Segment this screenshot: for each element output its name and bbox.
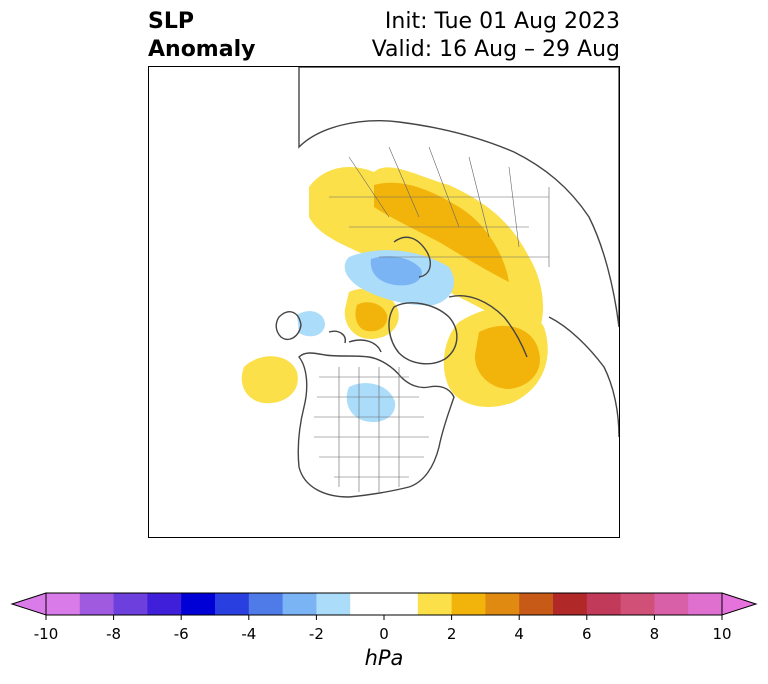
colorbar-tick-label: -10 — [33, 625, 59, 643]
colorbar-tick-label: 2 — [446, 625, 457, 643]
colorbar-cell — [586, 593, 622, 615]
anomaly-positive-core — [355, 302, 388, 332]
scandinavia-outline — [393, 236, 431, 278]
colorbar-tick-label: -8 — [106, 625, 122, 643]
political-borders — [314, 146, 550, 492]
map-title: SLP Anomaly — [148, 8, 255, 64]
anomaly-positive-region — [309, 167, 544, 342]
colorbar-cell — [350, 593, 385, 615]
greenland-outline — [388, 302, 458, 365]
colorbar-cell — [485, 593, 520, 615]
colorbar-cell — [417, 593, 453, 615]
colorbar-cell — [113, 593, 148, 615]
colorbar-cell — [282, 593, 317, 615]
colorbar — [10, 592, 758, 620]
slp-anomaly-map — [241, 67, 619, 498]
anomaly-fills — [241, 167, 548, 423]
colorbar-tick-label: -4 — [241, 625, 257, 643]
colorbar-cell — [384, 593, 419, 615]
arctic-islands-outline — [328, 330, 382, 353]
valid-range: Valid: 16 Aug – 29 Aug — [371, 37, 620, 62]
anomaly-positive-core — [474, 325, 540, 389]
colorbar-cell — [688, 593, 723, 615]
anomaly-negative-core — [370, 256, 422, 286]
title-line-1: SLP — [148, 9, 194, 34]
colorbar-tick-label: -6 — [173, 625, 189, 643]
colorbar-cell — [620, 593, 655, 615]
title-line-2: Anomaly — [148, 37, 256, 62]
colorbar-tick-label: 10 — [712, 625, 732, 643]
colorbar-tick-label: -2 — [308, 625, 324, 643]
eurasia-outline — [298, 67, 619, 328]
colorbar-tick-label: 6 — [582, 625, 592, 643]
alaska-outline — [275, 311, 302, 341]
colorbar-cell — [46, 593, 81, 615]
date-info: Init: Tue 01 Aug 2023 Valid: 16 Aug – 29… — [372, 8, 620, 64]
colorbar-cell — [654, 593, 689, 615]
colorbar-cell — [519, 593, 554, 615]
colorbar-cell — [147, 593, 182, 615]
coastlines — [275, 67, 619, 498]
north-america-outline — [297, 352, 455, 498]
init-date: Init: Tue 01 Aug 2023 — [384, 9, 620, 34]
colorbar-cell — [215, 593, 250, 615]
colorbar-cell — [316, 593, 351, 615]
anomaly-negative-region — [346, 383, 396, 423]
colorbar-cell — [451, 593, 486, 615]
map-panel — [148, 66, 620, 538]
anomaly-negative-region — [297, 311, 325, 337]
colorbar-cell — [79, 593, 115, 615]
colorbar-tick-label: 0 — [379, 625, 389, 643]
anomaly-positive-region — [241, 356, 298, 404]
colorbar-min-extend — [10, 592, 47, 616]
colorbar-ticks — [45, 615, 723, 620]
colorbar-tick-label: 4 — [514, 625, 524, 643]
africa-outline — [548, 316, 619, 438]
colorbar-cell — [248, 593, 284, 615]
colorbar-max-extend — [721, 592, 758, 616]
colorbar-tick-label: 8 — [649, 625, 660, 643]
europe-outline — [448, 295, 528, 358]
colorbar-cell — [553, 593, 588, 615]
colorbar-cells — [46, 593, 723, 615]
colorbar-cell — [181, 593, 216, 615]
colorbar-unit: hPa — [364, 646, 404, 670]
